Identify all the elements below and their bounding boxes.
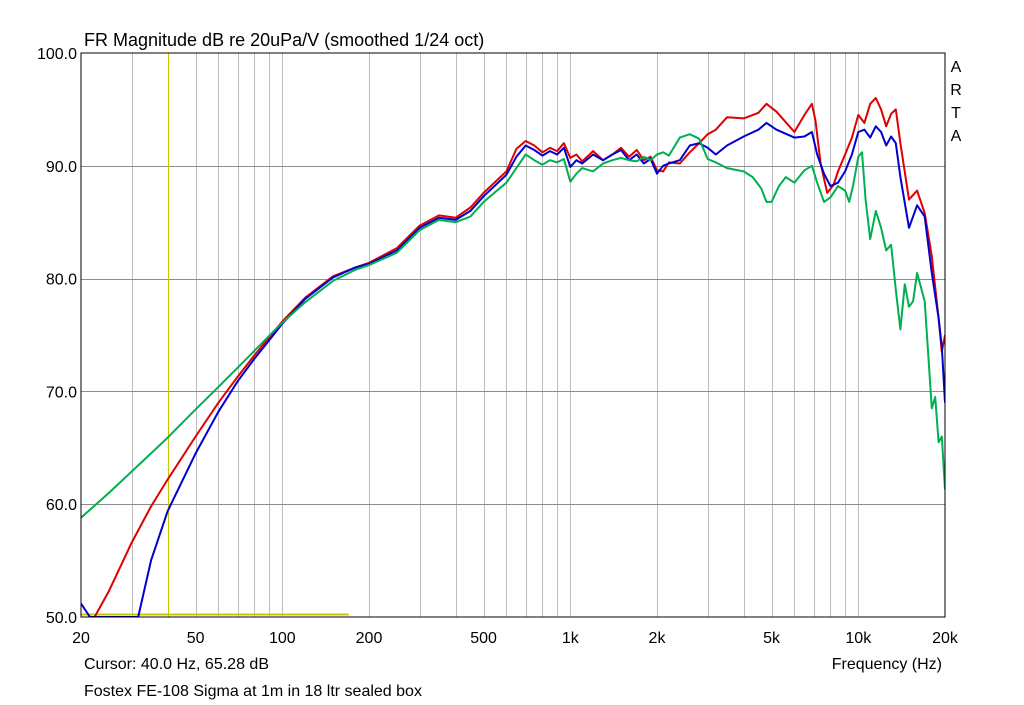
y-tick-label: 60.0 <box>46 497 77 514</box>
y-tick-label: 50.0 <box>46 610 77 627</box>
x-tick-label: 20 <box>72 630 90 647</box>
cursor-readout: Cursor: 40.0 Hz, 65.28 dB <box>84 656 269 673</box>
x-tick-label: 2k <box>649 630 667 647</box>
x-tick-label: 500 <box>470 630 497 647</box>
side-label-letter: T <box>951 105 961 122</box>
x-tick-label: 20k <box>932 630 959 647</box>
y-axis-ticks: 50.0 60.0 70.0 80.0 90.0 100.0 <box>37 46 77 627</box>
x-tick-label: 5k <box>763 630 781 647</box>
y-tick-label: 100.0 <box>37 46 77 63</box>
y-tick-label: 70.0 <box>46 384 77 401</box>
grid <box>81 53 945 617</box>
x-tick-label: 200 <box>356 630 383 647</box>
x-tick-label: 10k <box>845 630 872 647</box>
side-label-letter: A <box>951 59 962 76</box>
x-tick-label: 50 <box>187 630 205 647</box>
x-tick-label: 100 <box>269 630 296 647</box>
side-label-letter: A <box>951 128 962 145</box>
x-axis-ticks: 20 50 100 200 500 1k 2k 5k 10k 20k <box>72 630 959 647</box>
series-line-2 <box>81 121 945 617</box>
y-tick-label: 80.0 <box>46 272 77 289</box>
x-axis-label: Frequency (Hz) <box>832 656 942 673</box>
series-line-1 <box>93 97 945 617</box>
y-tick-label: 90.0 <box>46 159 77 176</box>
x-tick-label: 1k <box>562 630 580 647</box>
series-line-3 <box>81 133 945 519</box>
caption: Fostex FE-108 Sigma at 1m in 18 ltr seal… <box>84 683 422 700</box>
side-label-letter: R <box>950 82 962 99</box>
cursor-marker <box>81 53 349 617</box>
series-layer <box>81 97 945 617</box>
plot-frame <box>80 52 946 618</box>
chart-title: FR Magnitude dB re 20uPa/V (smoothed 1/2… <box>84 30 484 50</box>
